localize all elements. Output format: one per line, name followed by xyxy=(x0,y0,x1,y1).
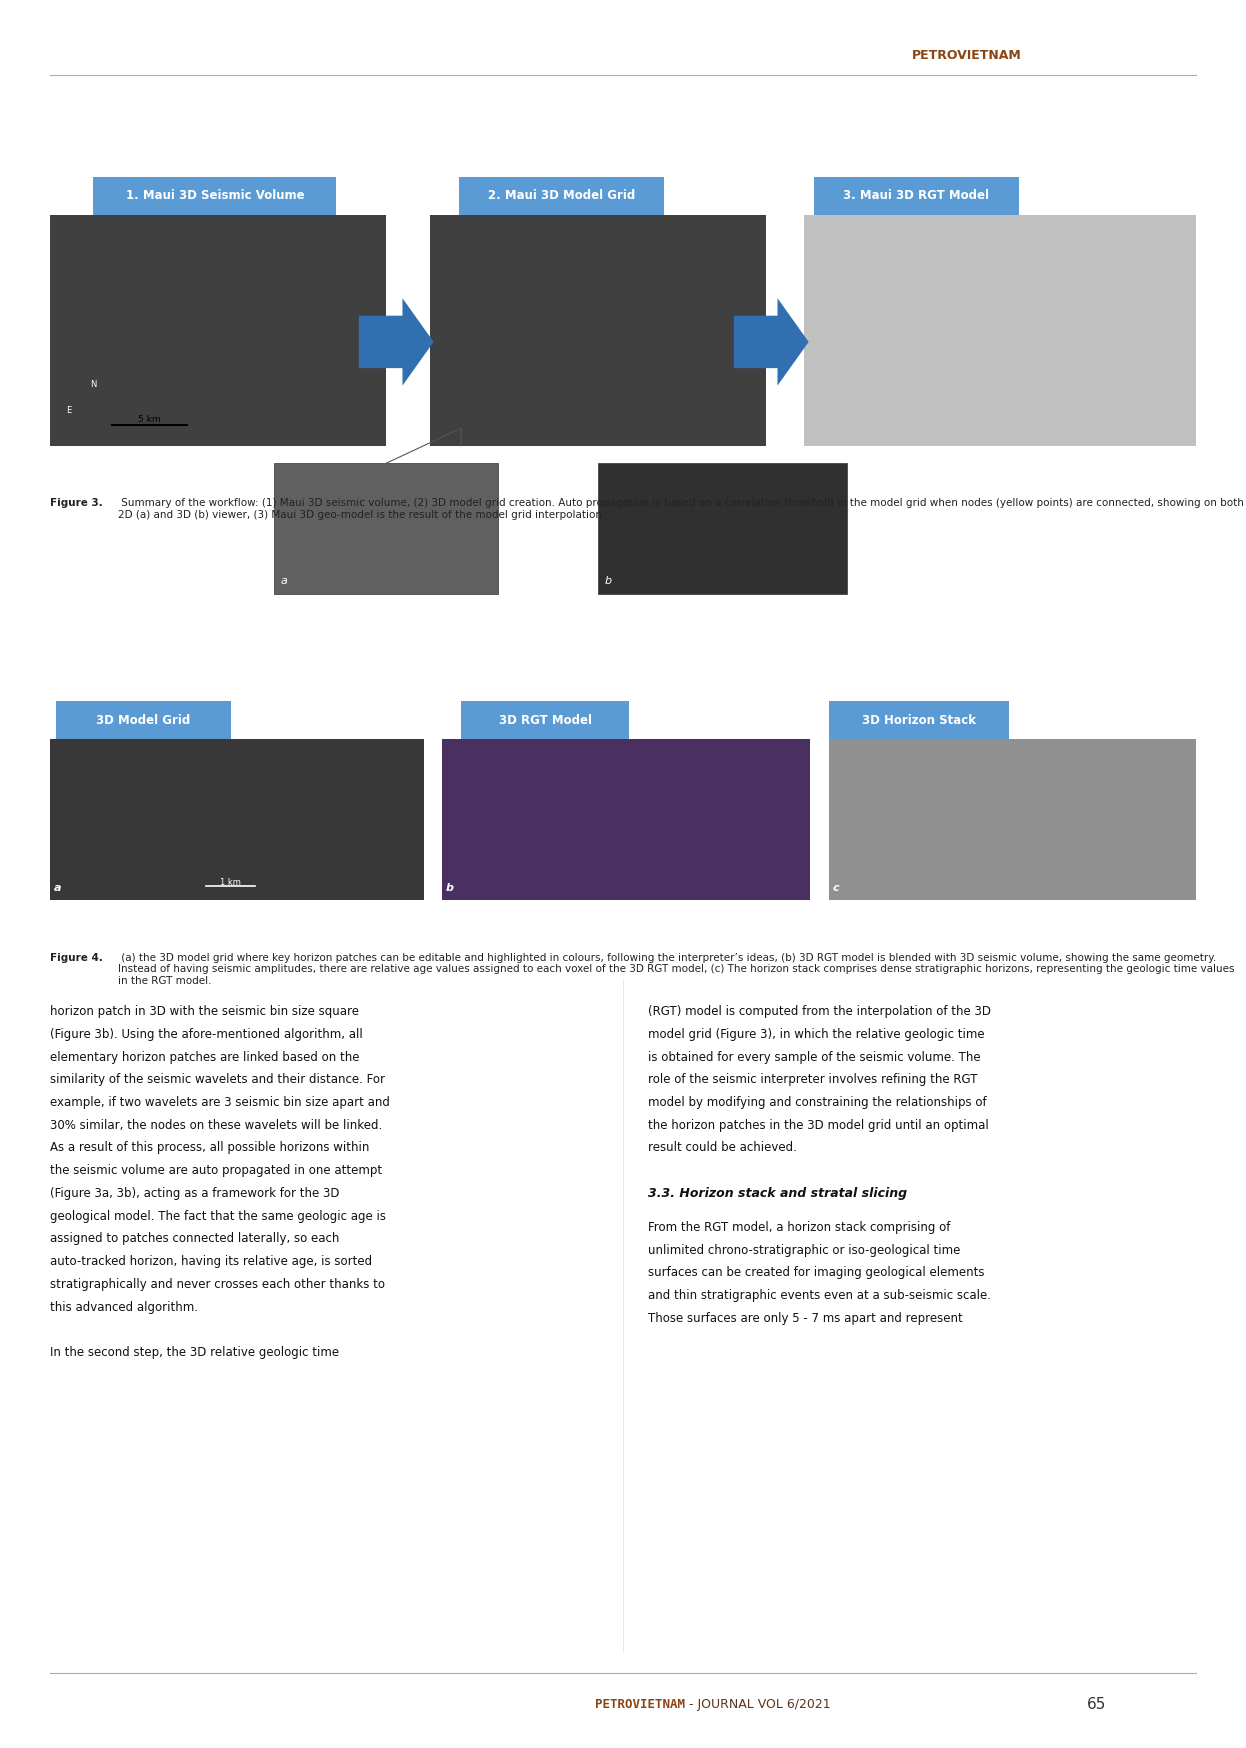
Text: 3.3. Horizon stack and stratal slicing: 3.3. Horizon stack and stratal slicing xyxy=(648,1187,907,1199)
Text: 1 km: 1 km xyxy=(221,877,240,888)
FancyBboxPatch shape xyxy=(598,463,847,594)
Text: assigned to patches connected laterally, so each: assigned to patches connected laterally,… xyxy=(50,1232,339,1245)
Text: this advanced algorithm.: this advanced algorithm. xyxy=(50,1301,198,1313)
FancyBboxPatch shape xyxy=(829,701,1009,739)
Text: E: E xyxy=(66,406,71,416)
Text: 3. Maui 3D RGT Model: 3. Maui 3D RGT Model xyxy=(844,189,989,203)
Text: role of the seismic interpreter involves refining the RGT: role of the seismic interpreter involves… xyxy=(648,1073,977,1086)
Text: (RGT) model is computed from the interpolation of the 3D: (RGT) model is computed from the interpo… xyxy=(648,1005,991,1017)
FancyBboxPatch shape xyxy=(93,177,336,215)
FancyBboxPatch shape xyxy=(461,701,629,739)
Text: As a result of this process, all possible horizons within: As a result of this process, all possibl… xyxy=(50,1141,369,1154)
Text: 3D Horizon Stack: 3D Horizon Stack xyxy=(862,713,976,727)
FancyBboxPatch shape xyxy=(442,739,810,900)
Text: c: c xyxy=(832,883,839,893)
Text: surfaces can be created for imaging geological elements: surfaces can be created for imaging geol… xyxy=(648,1266,984,1280)
Text: - JOURNAL VOL 6/2021: - JOURNAL VOL 6/2021 xyxy=(685,1697,831,1711)
Text: model grid (Figure 3), in which the relative geologic time: model grid (Figure 3), in which the rela… xyxy=(648,1028,984,1040)
Text: and thin stratigraphic events even at a sub-seismic scale.: and thin stratigraphic events even at a … xyxy=(648,1290,991,1302)
Text: 1. Maui 3D Seismic Volume: 1. Maui 3D Seismic Volume xyxy=(126,189,304,203)
Text: result could be achieved.: result could be achieved. xyxy=(648,1141,796,1154)
Text: similarity of the seismic wavelets and their distance. For: similarity of the seismic wavelets and t… xyxy=(50,1073,385,1086)
FancyBboxPatch shape xyxy=(814,177,1019,215)
FancyBboxPatch shape xyxy=(829,739,1196,900)
FancyBboxPatch shape xyxy=(804,215,1196,446)
Text: the seismic volume are auto propagated in one attempt: the seismic volume are auto propagated i… xyxy=(50,1164,383,1176)
Text: unlimited chrono-stratigraphic or iso-geological time: unlimited chrono-stratigraphic or iso-ge… xyxy=(648,1245,961,1257)
FancyBboxPatch shape xyxy=(50,739,424,900)
FancyBboxPatch shape xyxy=(459,177,664,215)
Text: 2. Maui 3D Model Grid: 2. Maui 3D Model Grid xyxy=(487,189,635,203)
FancyBboxPatch shape xyxy=(430,215,766,446)
Text: PETROVIETNAM: PETROVIETNAM xyxy=(596,1697,685,1711)
Text: 3D RGT Model: 3D RGT Model xyxy=(498,713,592,727)
Text: elementary horizon patches are linked based on the: elementary horizon patches are linked ba… xyxy=(50,1051,359,1063)
Text: b: b xyxy=(446,883,454,893)
Text: a: a xyxy=(54,883,61,893)
Text: PETROVIETNAM: PETROVIETNAM xyxy=(912,49,1022,63)
Text: From the RGT model, a horizon stack comprising of: From the RGT model, a horizon stack comp… xyxy=(648,1220,951,1234)
Text: Figure 3.: Figure 3. xyxy=(50,498,102,509)
FancyBboxPatch shape xyxy=(274,463,498,594)
Text: Summary of the workflow: (1) Maui 3D seismic volume, (2) 3D model grid creation.: Summary of the workflow: (1) Maui 3D sei… xyxy=(118,498,1245,519)
Text: the horizon patches in the 3D model grid until an optimal: the horizon patches in the 3D model grid… xyxy=(648,1119,988,1131)
Text: horizon patch in 3D with the seismic bin size square: horizon patch in 3D with the seismic bin… xyxy=(50,1005,359,1017)
Text: 30% similar, the nodes on these wavelets will be linked.: 30% similar, the nodes on these wavelets… xyxy=(50,1119,383,1131)
Text: In the second step, the 3D relative geologic time: In the second step, the 3D relative geol… xyxy=(50,1346,339,1358)
Polygon shape xyxy=(359,299,434,386)
FancyBboxPatch shape xyxy=(56,701,231,739)
Text: a: a xyxy=(280,575,288,586)
Text: (a) the 3D model grid where key horizon patches can be editable and highlighted : (a) the 3D model grid where key horizon … xyxy=(118,953,1235,986)
Text: (Figure 3a, 3b), acting as a framework for the 3D: (Figure 3a, 3b), acting as a framework f… xyxy=(50,1187,339,1199)
Text: stratigraphically and never crosses each other thanks to: stratigraphically and never crosses each… xyxy=(50,1278,385,1290)
Text: b: b xyxy=(604,575,612,586)
Text: 65: 65 xyxy=(1087,1697,1106,1711)
Text: 3D Model Grid: 3D Model Grid xyxy=(96,713,191,727)
Text: auto-tracked horizon, having its relative age, is sorted: auto-tracked horizon, having its relativ… xyxy=(50,1255,373,1267)
Text: example, if two wavelets are 3 seismic bin size apart and: example, if two wavelets are 3 seismic b… xyxy=(50,1096,390,1108)
Polygon shape xyxy=(734,299,809,386)
Text: Figure 4.: Figure 4. xyxy=(50,953,102,963)
Text: 5 km: 5 km xyxy=(138,414,161,425)
Text: geological model. The fact that the same geologic age is: geological model. The fact that the same… xyxy=(50,1210,386,1222)
FancyBboxPatch shape xyxy=(50,215,386,446)
Text: (Figure 3b). Using the afore-mentioned algorithm, all: (Figure 3b). Using the afore-mentioned a… xyxy=(50,1028,363,1040)
Text: model by modifying and constraining the relationships of: model by modifying and constraining the … xyxy=(648,1096,987,1108)
Text: is obtained for every sample of the seismic volume. The: is obtained for every sample of the seis… xyxy=(648,1051,981,1063)
Text: Those surfaces are only 5 - 7 ms apart and represent: Those surfaces are only 5 - 7 ms apart a… xyxy=(648,1311,963,1325)
Text: N: N xyxy=(90,379,97,390)
